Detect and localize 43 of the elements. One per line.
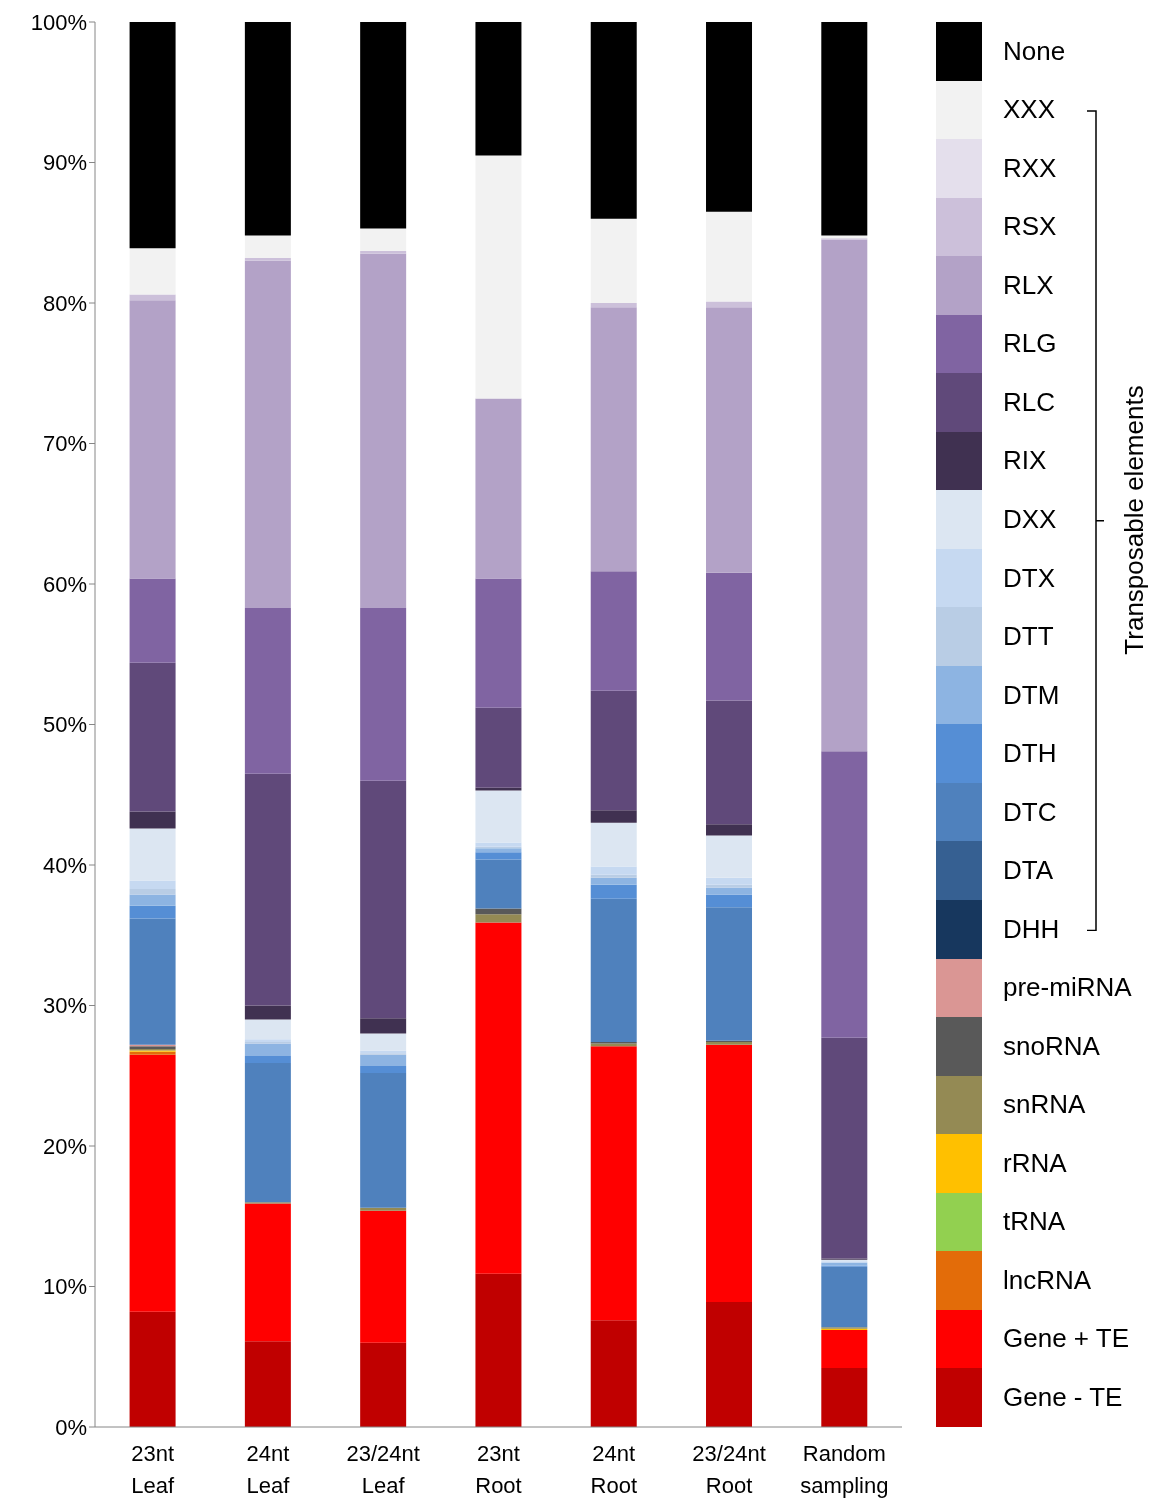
y-tick-label: 80% [42, 290, 87, 316]
x-tick-label: 23/24nt Leaf [346, 1441, 420, 1498]
legend-label: pre-miRNA [1003, 972, 1132, 1004]
y-tick-label: 70% [42, 431, 87, 457]
legend-label: None [1003, 35, 1066, 67]
legend-label: lncRNA [1003, 1264, 1092, 1296]
legend-label: DTA [1003, 855, 1054, 887]
legend-label: tRNA [1003, 1206, 1066, 1238]
legend-label: RLC [1003, 386, 1056, 418]
legend-label: XXX [1003, 94, 1056, 126]
legend-label: RSX [1003, 211, 1057, 243]
legend-label: DTX [1003, 562, 1055, 594]
legend-label: snRNA [1003, 1089, 1086, 1121]
legend-label: Gene + TE [1003, 1323, 1129, 1355]
legend-label: rRNA [1003, 1147, 1067, 1179]
legend-label: RLX [1003, 269, 1054, 301]
x-tick-label: Random sampling [800, 1441, 889, 1498]
legend-label: DTT [1003, 621, 1054, 653]
y-tick-label: 10% [42, 1274, 87, 1300]
legend-label: RLG [1003, 328, 1057, 360]
x-tick-label: 24nt Leaf [246, 1441, 291, 1498]
y-tick-label: 100% [30, 9, 87, 35]
x-tick-label: 24nt Root [590, 1441, 638, 1498]
x-tick-label: 23nt Leaf [131, 1441, 175, 1498]
legend-label: snoRNA [1003, 1030, 1100, 1062]
legend-label: DHH [1003, 913, 1060, 945]
y-tick-label: 20% [42, 1133, 87, 1159]
legend-label: RIX [1003, 445, 1047, 477]
legend-label: RXX [1003, 152, 1057, 184]
x-tick-label: 23/24nt Root [692, 1441, 766, 1498]
y-tick-label: 60% [42, 571, 87, 597]
y-tick-label: 90% [42, 150, 87, 176]
y-tick-label: 30% [42, 993, 87, 1019]
y-tick-label: 40% [42, 852, 87, 878]
x-tick-label: 23nt Root [475, 1441, 522, 1498]
y-tick-label: 0% [55, 1414, 87, 1440]
legend-label: DTC [1003, 796, 1057, 828]
legend-label: DTH [1003, 738, 1057, 770]
y-tick-label: 50% [42, 712, 87, 738]
text: Transposable elements [1118, 384, 1150, 655]
legend-label: DTM [1003, 679, 1060, 711]
legend-label: Gene - TE [1003, 1381, 1123, 1413]
legend-label: DXX [1003, 504, 1057, 536]
